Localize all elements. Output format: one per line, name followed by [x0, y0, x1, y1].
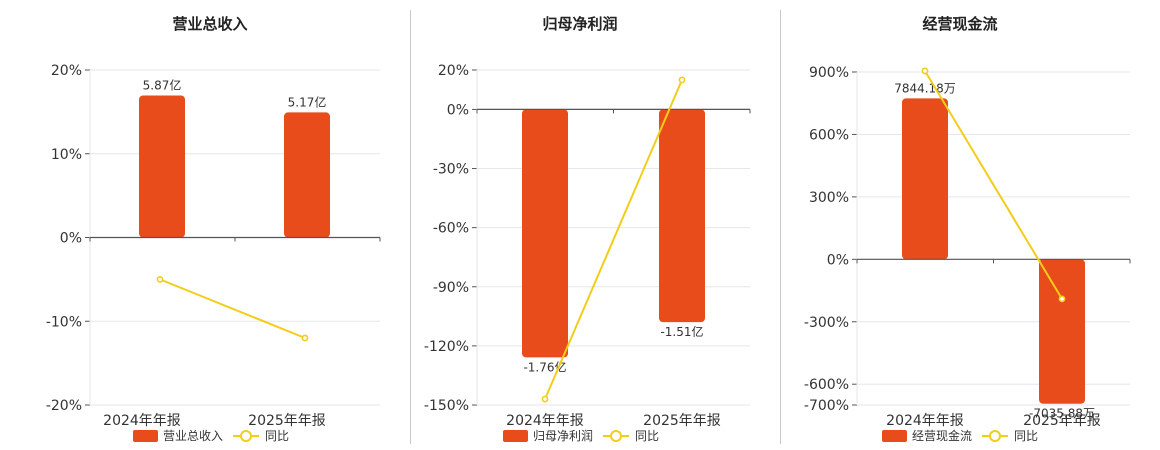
legend-bar-label: 营业总收入 — [163, 429, 223, 443]
yoy-point — [678, 76, 686, 84]
x-tick-label: 2024年年报 — [886, 413, 964, 429]
y-tick-label: -150% — [424, 398, 469, 414]
y-tick-label: -60% — [433, 221, 469, 237]
legend-line-marker — [610, 430, 622, 442]
y-tick-label: -20% — [46, 398, 82, 414]
bar — [1039, 259, 1085, 404]
legend-bar-swatch — [882, 430, 907, 442]
yoy-line — [924, 70, 1063, 300]
x-tick-label: 2025年年报 — [1023, 413, 1101, 429]
legend-line-label: 同比 — [265, 429, 289, 443]
y-tick-label: 0% — [60, 231, 82, 247]
legend-bar-swatch — [503, 430, 528, 442]
legend-line-marker — [240, 430, 252, 442]
x-tick-label: 2024年年报 — [103, 413, 181, 429]
y-tick-label: -700% — [804, 398, 849, 414]
bar — [659, 109, 705, 323]
bar — [284, 112, 330, 238]
panel-divider — [410, 10, 411, 444]
yoy-line — [544, 79, 683, 400]
bar — [902, 98, 948, 260]
y-tick-label: -30% — [433, 162, 469, 178]
y-tick-label: -10% — [46, 314, 82, 330]
x-tick-label: 2025年年报 — [248, 413, 326, 429]
bar-data-label: 5.17亿 — [288, 94, 327, 109]
yoy-point — [301, 334, 309, 342]
legend-bar-label: 归母净利润 — [533, 429, 593, 443]
bar-data-label: 5.87亿 — [143, 78, 182, 93]
bar-data-label: 7844.18万 — [894, 81, 956, 95]
y-tick-label: 0% — [447, 102, 469, 118]
y-tick-label: 900% — [809, 65, 849, 81]
bar — [522, 109, 568, 358]
bar-data-label: -1.51亿 — [660, 324, 703, 339]
yoy-point — [541, 395, 549, 403]
yoy-point — [1058, 295, 1066, 303]
legend-bar-label: 经营现金流 — [912, 428, 972, 443]
yoy-point — [156, 275, 164, 283]
x-tick-label: 2024年年报 — [506, 413, 584, 429]
y-tick-label: 0% — [827, 252, 849, 268]
chart-title: 营业总收入 — [172, 15, 247, 33]
x-tick-label: 2025年年报 — [643, 413, 721, 429]
y-tick-label: -90% — [433, 280, 469, 296]
y-tick-label: 20% — [438, 63, 469, 79]
yoy-line — [159, 278, 306, 339]
bar — [139, 95, 185, 238]
chart-title: 经营现金流 — [922, 15, 997, 33]
y-tick-label: 10% — [51, 147, 82, 163]
y-tick-label: -120% — [424, 339, 469, 355]
legend-line-marker — [989, 430, 1001, 442]
yoy-point — [921, 67, 929, 75]
y-tick-label: 20% — [51, 63, 82, 79]
y-tick-label: -600% — [804, 377, 849, 393]
bar-data-label: -1.76亿 — [523, 359, 566, 374]
bar-data-label: -7035.88万 — [1029, 407, 1095, 421]
y-tick-label: 300% — [809, 190, 849, 206]
chart-title: 归母净利润 — [542, 15, 617, 33]
legend-line-label: 同比 — [1014, 429, 1038, 443]
legend-line-label: 同比 — [635, 429, 659, 443]
legend-bar-swatch — [133, 430, 158, 442]
panel-divider — [780, 10, 781, 444]
y-tick-label: -300% — [804, 315, 849, 331]
y-tick-label: 600% — [809, 127, 849, 143]
